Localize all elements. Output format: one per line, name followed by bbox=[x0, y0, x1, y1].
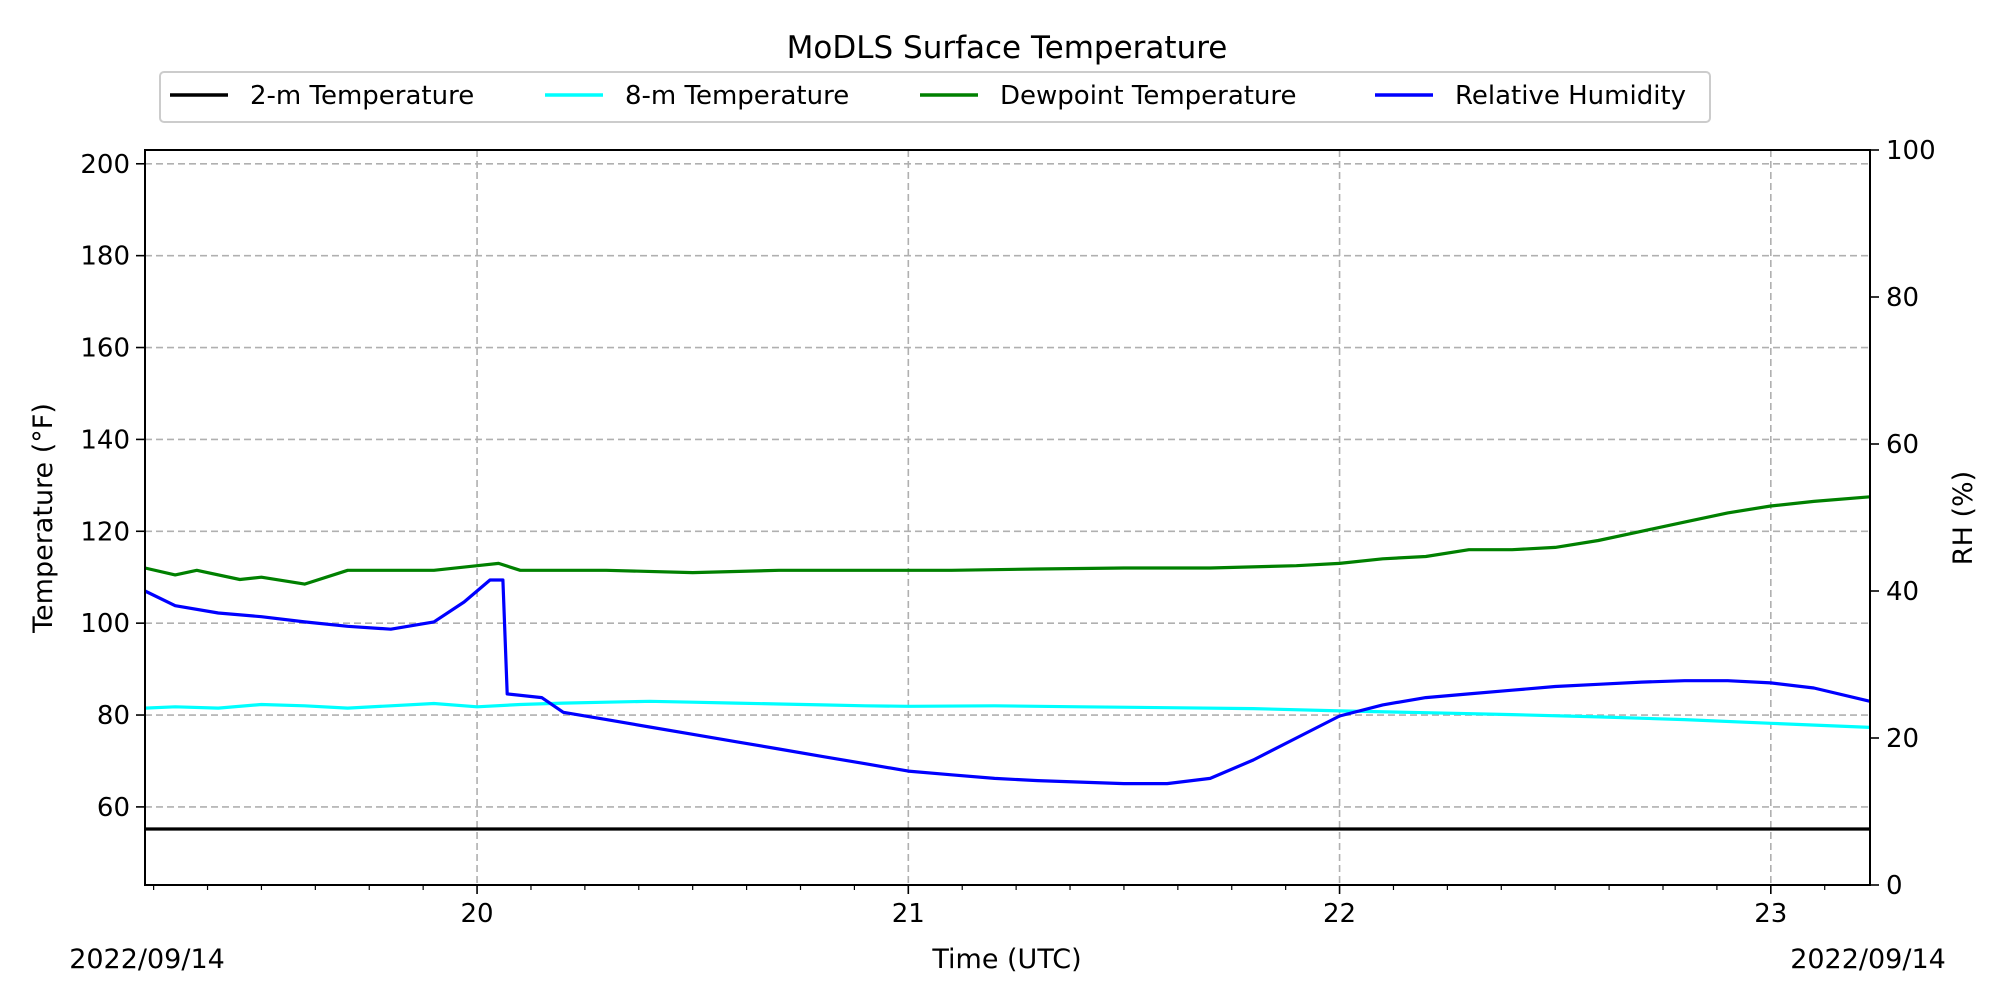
x-tick-label: 23 bbox=[1754, 899, 1787, 929]
grid bbox=[145, 150, 1870, 885]
date-right: 2022/09/14 bbox=[1790, 944, 1946, 975]
y2-tick-label: 100 bbox=[1886, 136, 1936, 166]
y2-tick-label: 40 bbox=[1886, 577, 1919, 607]
y-tick-label: 160 bbox=[80, 334, 130, 364]
y2-tick-label: 60 bbox=[1886, 430, 1919, 460]
y2-tick-label: 0 bbox=[1886, 871, 1903, 901]
legend-label-relative-humidity: Relative Humidity bbox=[1455, 81, 1686, 111]
y-tick-label: 140 bbox=[80, 425, 130, 455]
axes: 60 80 100 120 140 160 180 200 20 21 22 23 0 20 40 60 80 1… bbox=[80, 136, 1935, 929]
series-line-dewpoint-temperature bbox=[144, 495, 1871, 586]
legend-frame bbox=[159, 71, 1711, 123]
series-layer bbox=[144, 495, 1871, 831]
x-axis-label: Time (UTC) bbox=[931, 944, 1081, 975]
y2-tick-label: 80 bbox=[1886, 283, 1919, 313]
date-left: 2022/09/14 bbox=[69, 944, 225, 975]
y-tick-label: 100 bbox=[80, 609, 130, 639]
y-tick-label: 60 bbox=[97, 793, 130, 823]
legend: 2-m Temperature 8-m Temperature Dewpoint T… bbox=[159, 71, 1711, 123]
y-tick-label: 80 bbox=[97, 701, 130, 731]
legend-label-8-m-temperature: 8-m Temperature bbox=[625, 81, 849, 111]
y-axis-label: Temperature (°F) bbox=[28, 403, 59, 634]
plot-frame bbox=[144, 149, 1871, 886]
y-tick-label: 180 bbox=[80, 242, 130, 272]
series-line-relative-humidity bbox=[144, 578, 1871, 786]
chart-title: MoDLS Surface Temperature bbox=[787, 30, 1228, 66]
y-tick-label: 120 bbox=[80, 517, 130, 547]
legend-label-dewpoint-temperature: Dewpoint Temperature bbox=[1000, 81, 1297, 111]
x-tick-label: 22 bbox=[1323, 899, 1356, 929]
y-tick-label: 200 bbox=[80, 150, 130, 180]
x-tick-label: 21 bbox=[892, 899, 925, 929]
x-tick-label: 20 bbox=[461, 899, 494, 929]
y2-axis-label: RH (%) bbox=[1948, 471, 1979, 565]
legend-label-2-m-temperature: 2-m Temperature bbox=[250, 81, 474, 111]
series-line-8-m-temperature bbox=[144, 699, 1871, 729]
y2-tick-label: 20 bbox=[1886, 724, 1919, 754]
